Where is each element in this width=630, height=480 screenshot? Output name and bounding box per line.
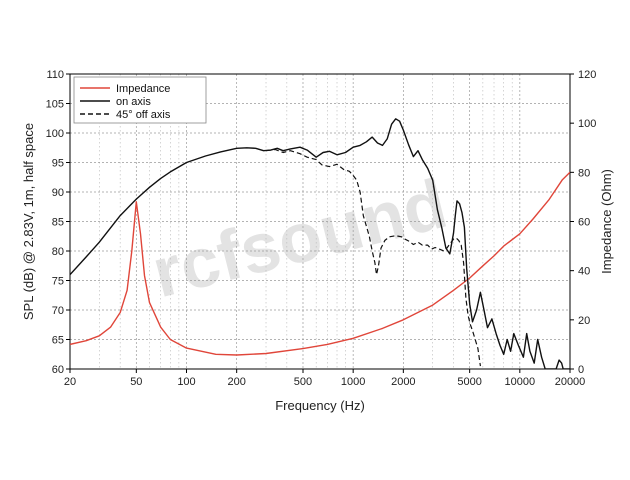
x-tick-label: 5000	[457, 376, 481, 388]
y-left-axis-ticks: 60 65 70 75 80 85 90 95 100 105 110	[46, 69, 70, 376]
watermark-text: rcfsound	[145, 164, 454, 312]
y-left-tick-label: 70	[52, 305, 64, 317]
legend-label: on axis	[116, 96, 151, 108]
y-left-tick-label: 95	[52, 158, 64, 170]
x-tick-label: 50	[130, 376, 142, 388]
y-right-axis-label: Impedance (Ohm)	[599, 169, 614, 274]
y-right-tick-label: 40	[578, 266, 590, 278]
x-tick-label: 100	[177, 376, 195, 388]
y-left-tick-label: 75	[52, 276, 64, 288]
x-tick-label: 10000	[505, 376, 536, 388]
x-tick-label: 1000	[341, 376, 365, 388]
x-tick-label: 2000	[391, 376, 415, 388]
legend-box	[73, 76, 207, 124]
y-right-tick-label: 120	[578, 69, 596, 81]
y-left-axis-label: SPL (dB) @ 2.83V, 1m, half space	[21, 123, 36, 320]
y-left-tick-label: 105	[46, 99, 64, 111]
y-left-tick-label: 110	[46, 69, 64, 81]
y-left-tick-label: 100	[46, 128, 64, 140]
series-line-1	[70, 118, 570, 369]
legend-label: Impedance	[116, 83, 170, 95]
y-right-tick-label: 80	[578, 167, 590, 179]
series-group	[70, 118, 570, 369]
x-tick-label: 200	[227, 376, 245, 388]
series-line-0	[70, 171, 570, 356]
x-tick-label: 20	[64, 376, 76, 388]
x-tick-label: 500	[294, 376, 312, 388]
legend-label: 45° off axis	[116, 109, 171, 121]
x-axis-ticks: 20 50 100 200 500 1000 2000 5000 10000 20000	[64, 369, 585, 388]
y-left-tick-label: 90	[52, 187, 64, 199]
y-left-tick-label: 65	[52, 335, 64, 347]
grid	[70, 74, 570, 369]
y-right-tick-label: 0	[578, 364, 584, 376]
y-right-tick-label: 20	[578, 315, 590, 327]
y-right-tick-label: 100	[578, 118, 596, 130]
x-tick-label: 20000	[555, 376, 586, 388]
y-left-tick-label: 80	[52, 246, 64, 258]
x-axis-label: Frequency (Hz)	[275, 398, 365, 413]
y-left-tick-label: 60	[52, 364, 64, 376]
y-left-tick-label: 85	[52, 217, 64, 229]
y-right-tick-label: 60	[578, 217, 590, 229]
y-right-axis-ticks: 0 20 40 60 80 100 120	[570, 69, 596, 376]
